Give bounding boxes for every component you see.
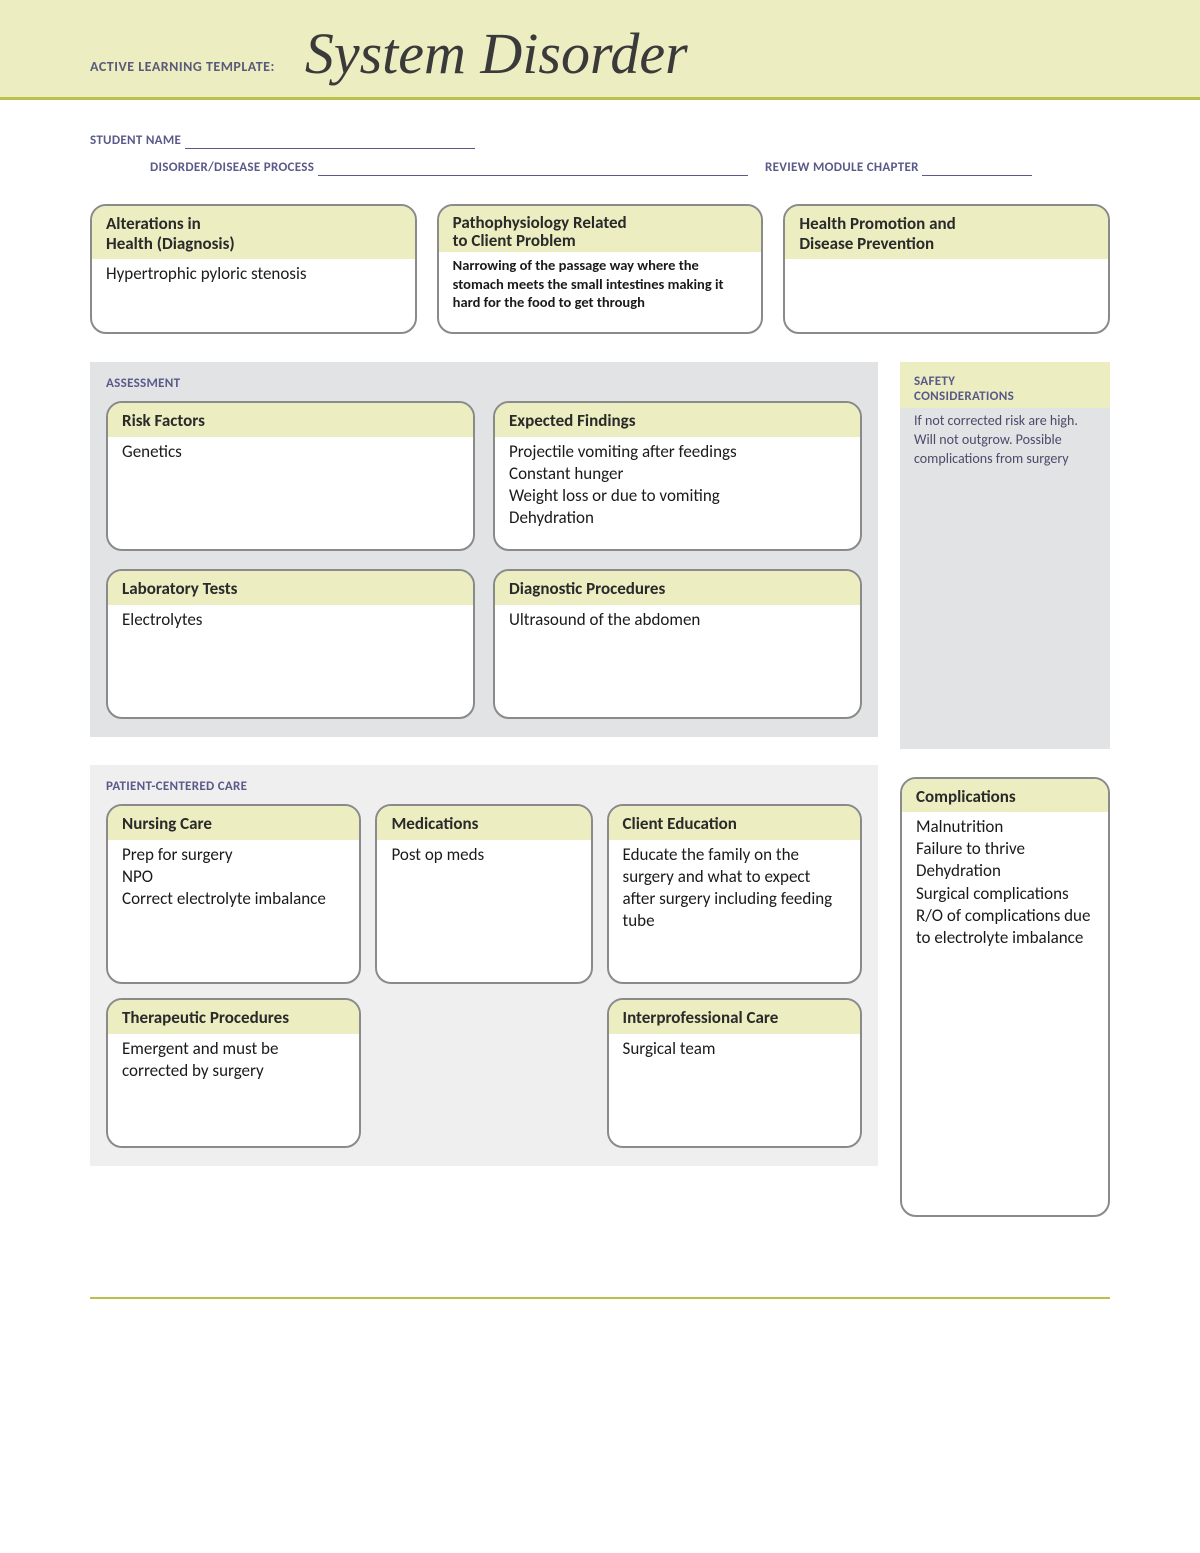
box-complications-title: Complications — [902, 779, 1108, 813]
box-alterations-title: Alterations inHealth (Diagnosis) — [92, 206, 415, 259]
box-expected-findings: Expected Findings Projectile vomiting af… — [493, 401, 862, 551]
box-patho: Pathophysiology Relatedto Client Problem… — [437, 204, 764, 334]
box-risk-factors: Risk Factors Genetics — [106, 401, 475, 551]
footer-line — [90, 1297, 1110, 1299]
content-area: STUDENT NAME DISORDER/DISEASE PROCESS RE… — [0, 100, 1200, 1257]
empty-cell — [375, 998, 592, 1148]
box-promotion: Health Promotion andDisease Prevention — [783, 204, 1110, 334]
template-label: ACTIVE LEARNING TEMPLATE: — [90, 58, 275, 87]
box-promotion-body — [785, 259, 1108, 332]
main-columns: ASSESSMENT Risk Factors Genetics Expecte… — [90, 362, 1110, 1217]
box-interprof-body: Surgical team — [609, 1034, 860, 1146]
box-education-title: Client Education — [609, 806, 860, 840]
box-complications: Complications MalnutritionFailure to thr… — [900, 777, 1110, 1217]
box-alterations: Alterations inHealth (Diagnosis) Hypertr… — [90, 204, 417, 334]
box-therapeutic-body: Emergent and must be corrected by surger… — [108, 1034, 359, 1146]
assessment-panel: ASSESSMENT Risk Factors Genetics Expecte… — [90, 362, 878, 737]
left-column: ASSESSMENT Risk Factors Genetics Expecte… — [90, 362, 878, 1217]
box-patho-body: Narrowing of the passage way where the s… — [439, 252, 762, 332]
box-nursing-body: Prep for surgeryNPOCorrect electrolyte i… — [108, 840, 359, 982]
box-diag-title: Diagnostic Procedures — [495, 571, 860, 605]
disorder-line[interactable] — [318, 175, 748, 176]
assessment-label: ASSESSMENT — [106, 376, 862, 391]
box-lab-body: Electrolytes — [108, 605, 473, 717]
student-name-row: STUDENT NAME — [90, 130, 1110, 149]
safety-body: If not corrected risk are high. Will not… — [900, 408, 1110, 749]
review-module-label: REVIEW MODULE CHAPTER — [765, 160, 919, 175]
box-education-body: Educate the family on the surgery and wh… — [609, 840, 860, 982]
pcc-grid-row1: Nursing Care Prep for surgeryNPOCorrect … — [106, 804, 862, 984]
safety-panel: SAFETY CONSIDERATIONS If not corrected r… — [900, 362, 1110, 749]
box-nursing-care: Nursing Care Prep for surgeryNPOCorrect … — [106, 804, 361, 984]
box-expected-title: Expected Findings — [495, 403, 860, 437]
box-lab-tests: Laboratory Tests Electrolytes — [106, 569, 475, 719]
box-diag-body: Ultrasound of the abdomen — [495, 605, 860, 717]
box-therapeutic-title: Therapeutic Procedures — [108, 1000, 359, 1034]
box-diagnostic: Diagnostic Procedures Ultrasound of the … — [493, 569, 862, 719]
box-alterations-body: Hypertrophic pyloric stenosis — [92, 259, 415, 332]
top-boxes: Alterations inHealth (Diagnosis) Hypertr… — [90, 204, 1110, 334]
review-module-line[interactable] — [922, 175, 1032, 176]
right-column: SAFETY CONSIDERATIONS If not corrected r… — [900, 362, 1110, 1217]
assessment-grid: Risk Factors Genetics Expected Findings … — [106, 401, 862, 719]
safety-label-1: SAFETY — [914, 374, 1096, 389]
pcc-grid-row2: Therapeutic Procedures Emergent and must… — [106, 998, 862, 1148]
disorder-row: DISORDER/DISEASE PROCESS REVIEW MODULE C… — [90, 157, 1110, 176]
pcc-panel: PATIENT-CENTERED CARE Nursing Care Prep … — [90, 765, 878, 1166]
header-band: ACTIVE LEARNING TEMPLATE: System Disorde… — [0, 0, 1200, 100]
box-medications: Medications Post op meds — [375, 804, 592, 984]
box-expected-body: Projectile vomiting after feedingsConsta… — [495, 437, 860, 549]
box-lab-title: Laboratory Tests — [108, 571, 473, 605]
box-interprofessional: Interprofessional Care Surgical team — [607, 998, 862, 1148]
box-risk-body: Genetics — [108, 437, 473, 549]
box-complications-body: MalnutritionFailure to thriveDehydration… — [902, 812, 1108, 959]
box-interprof-title: Interprofessional Care — [609, 1000, 860, 1034]
pcc-label: PATIENT-CENTERED CARE — [106, 779, 862, 794]
box-patho-title: Pathophysiology Relatedto Client Problem — [439, 206, 762, 252]
box-promotion-title: Health Promotion andDisease Prevention — [785, 206, 1108, 259]
box-therapeutic: Therapeutic Procedures Emergent and must… — [106, 998, 361, 1148]
disorder-label: DISORDER/DISEASE PROCESS — [150, 160, 314, 175]
box-client-education: Client Education Educate the family on t… — [607, 804, 862, 984]
student-name-label: STUDENT NAME — [90, 133, 181, 148]
box-meds-body: Post op meds — [377, 840, 590, 982]
box-nursing-title: Nursing Care — [108, 806, 359, 840]
safety-label-2: CONSIDERATIONS — [914, 389, 1096, 404]
box-risk-title: Risk Factors — [108, 403, 473, 437]
student-name-line[interactable] — [185, 148, 475, 149]
page-title: System Disorder — [305, 20, 688, 87]
box-meds-title: Medications — [377, 806, 590, 840]
